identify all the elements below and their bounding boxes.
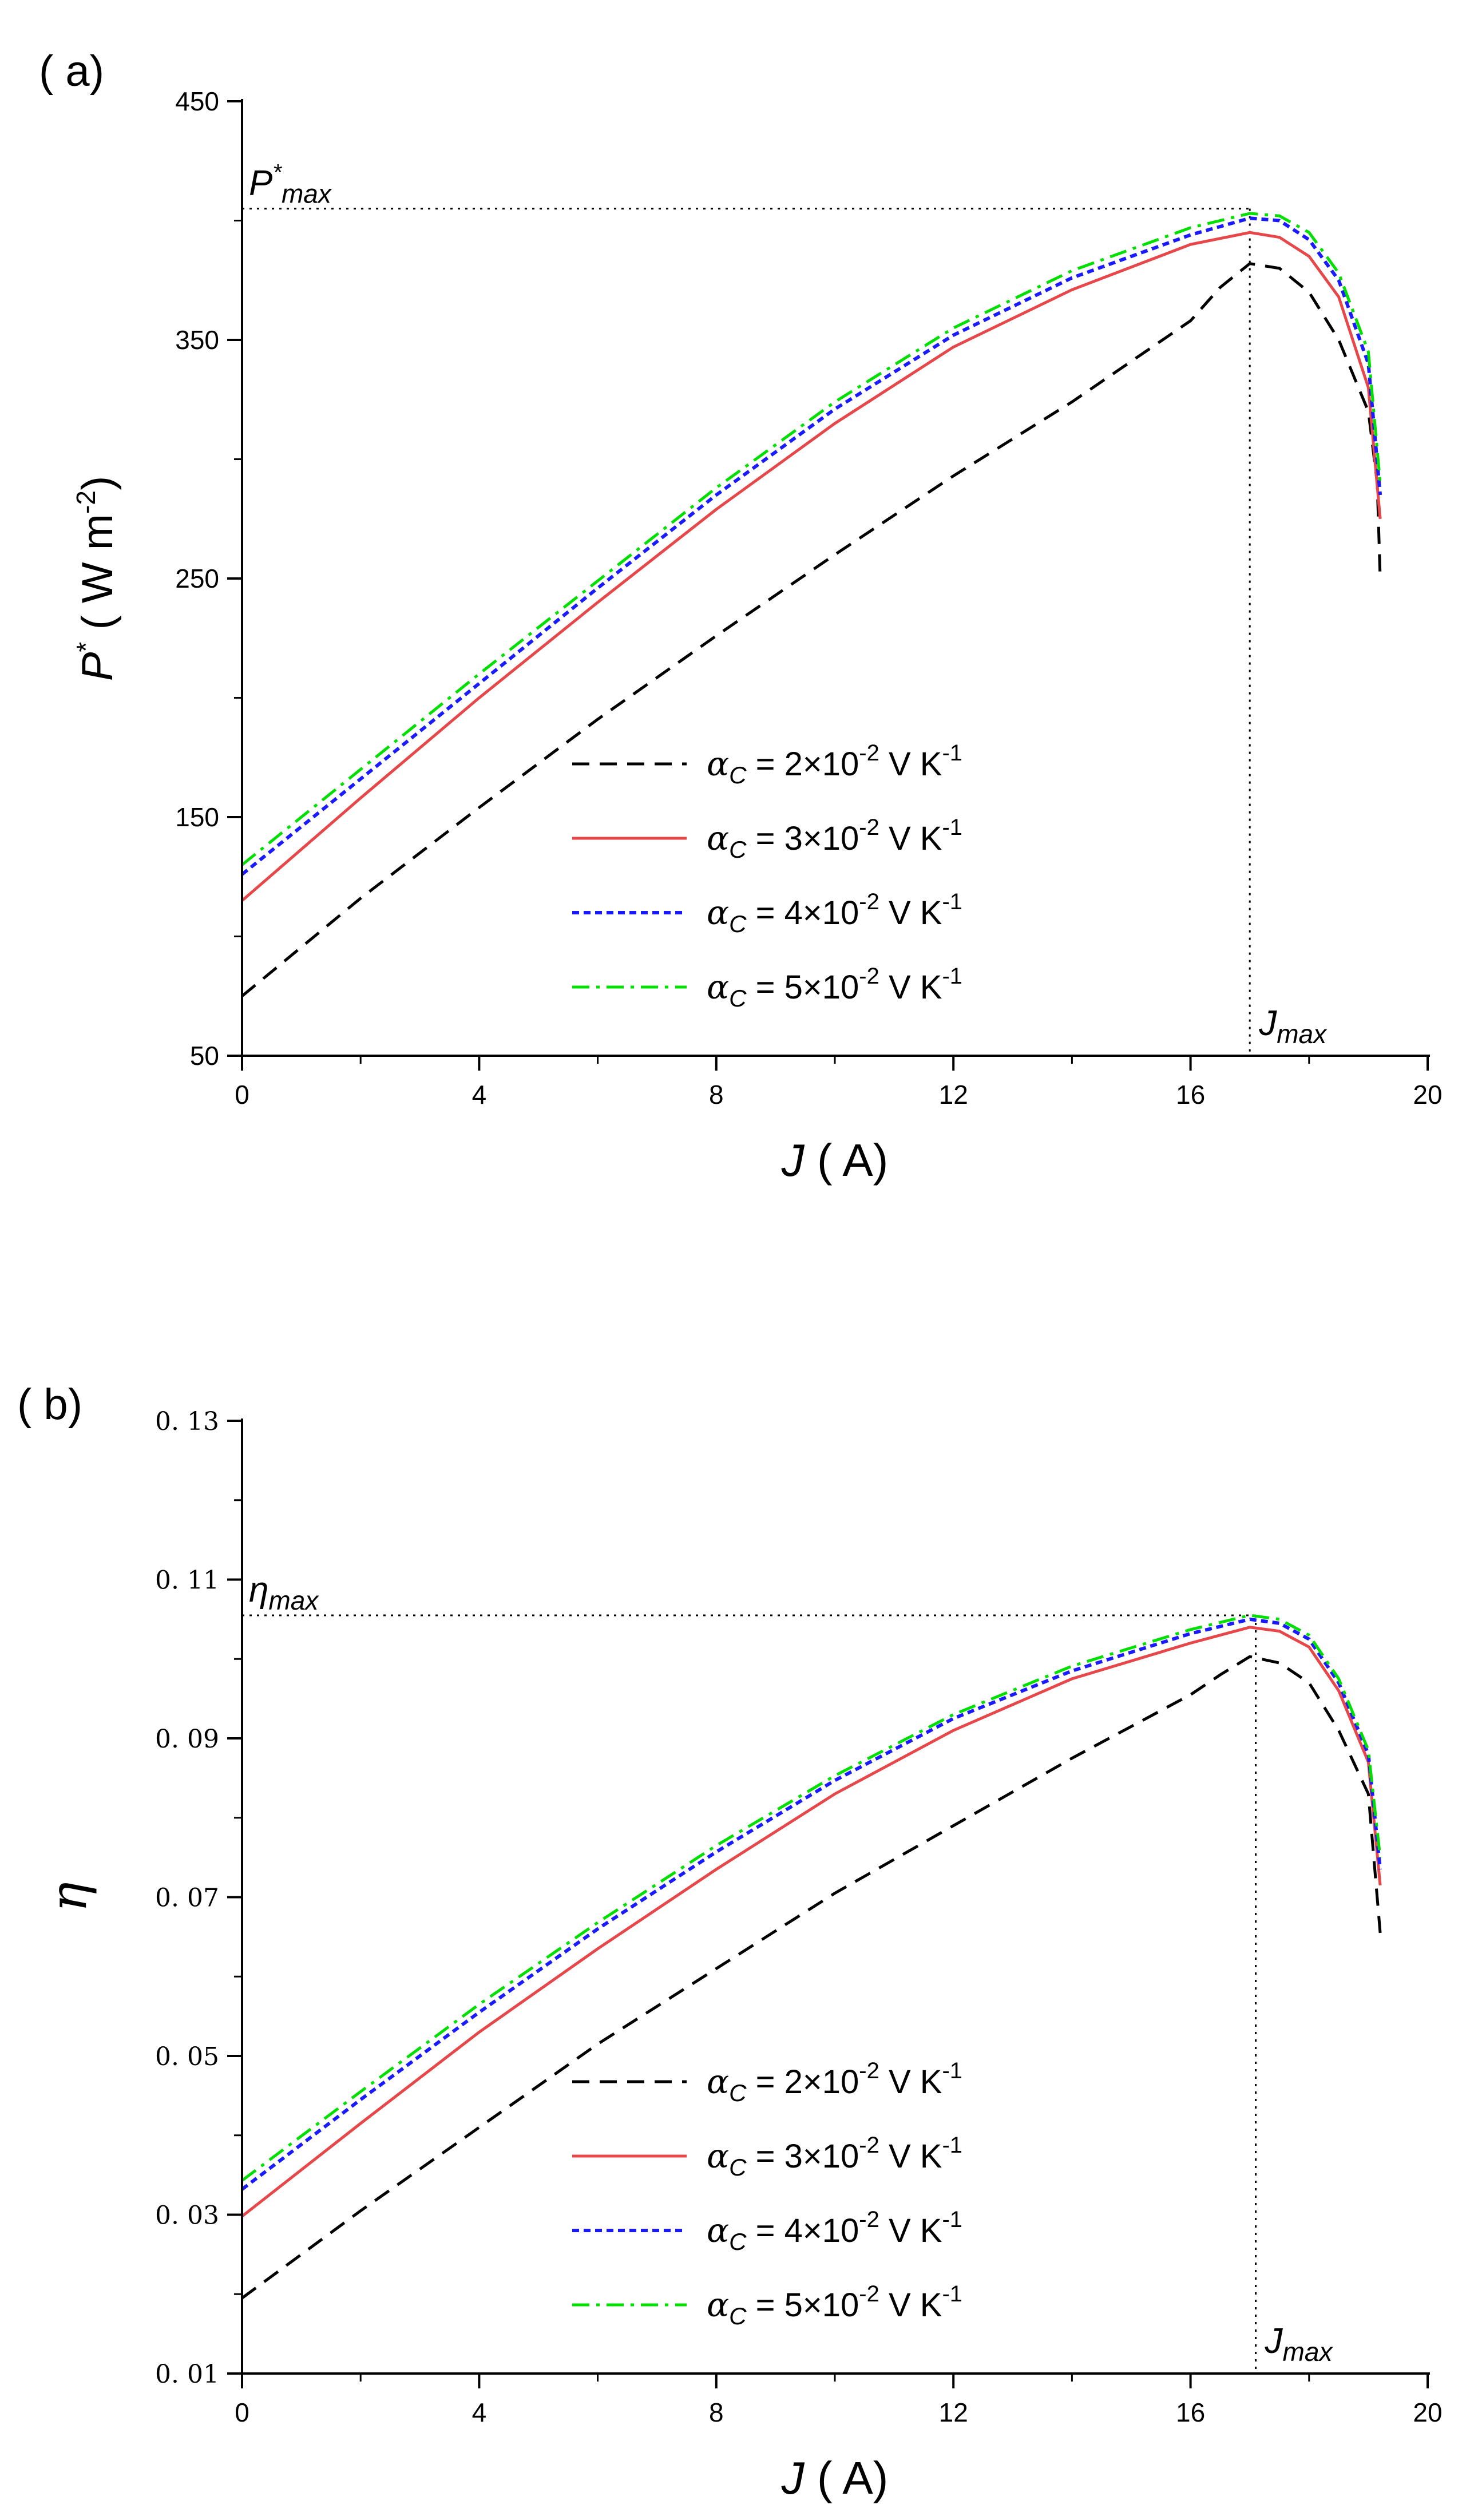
max-value-label: P*max [249,160,332,209]
y-tick-label: 0. 05 [155,2042,219,2071]
series-line-2e-2 [241,1655,1382,2300]
series-line-2e-2 [241,261,1382,997]
max-value-label: ηmax [249,1570,319,1615]
legend-entry-label: αC = 3×10-2 V K-1 [707,2133,962,2181]
legend-entry-label: αC = 5×10-2 V K-1 [707,964,962,1012]
y-tick-label: 0. 09 [155,1725,219,1754]
series-line-3e-2 [241,231,1382,902]
x-tick-label: 0 [235,1080,249,1110]
x-tick-label: 4 [472,1080,487,1110]
legend-entry-label: αC = 2×10-2 V K-1 [707,740,962,789]
x-tick-label: 20 [1413,2398,1442,2427]
y-tick-label: 50 [190,1041,219,1071]
x-tick-label: 20 [1413,1080,1442,1110]
panel-label: ( b) [17,1380,82,1429]
series-line-4e-2 [241,1617,1382,2191]
series-line-5e-2 [241,212,1382,866]
y-tick-label: 150 [175,802,219,832]
legend-entry-label: αC = 4×10-2 V K-1 [707,2207,962,2255]
x-tick-label: 0 [235,2398,249,2427]
x-tick-label: 8 [709,2398,724,2427]
y-tick-label: 250 [175,564,219,593]
panel-label: ( a) [39,47,104,96]
x-axis-label: J ( A) [781,1135,889,1186]
legend-entry-label: αC = 3×10-2 V K-1 [707,815,962,863]
legend-entry-label: αC = 2×10-2 V K-1 [707,2058,962,2106]
panel-b: ( b) ηmax Jmax 0 4 8 12 16 20 0. 01 0. 03 0. 05 0. 0… [17,1380,1443,2503]
x-tick-label: 4 [472,2398,487,2427]
x-tick-label: 8 [709,1080,724,1110]
legend-entry-label: αC = 5×10-2 V K-1 [707,2281,962,2329]
max-current-label: Jmax [1258,1004,1328,1049]
y-tick-label: 0. 01 [155,2360,219,2389]
y-tick-label: 0. 07 [155,1884,219,1913]
y-tick-label: 450 [175,86,219,116]
x-tick-label: 12 [939,1080,968,1110]
x-tick-label: 16 [1176,1080,1205,1110]
y-tick-label: 0. 03 [155,2201,219,2230]
panel-a: ( a) P*max Jmax 0 4 8 12 16 20 50 150 250 350 450 J ( … [39,47,1443,1186]
y-tick-label: 0. 11 [155,1566,219,1595]
series-line-3e-2 [241,1626,1382,2218]
x-tick-label: 16 [1176,2398,1205,2427]
max-current-label: Jmax [1265,2321,1334,2367]
series-line-4e-2 [241,216,1382,876]
y-tick-label: 0. 13 [155,1407,219,1436]
x-axis-label: J ( A) [781,2452,889,2503]
y-tick-label: 350 [175,325,219,355]
series-line-5e-2 [241,1614,1382,2182]
y-axis-label: η [39,1882,98,1912]
x-tick-label: 12 [939,2398,968,2427]
legend-entry-label: αC = 4×10-2 V K-1 [707,889,962,937]
y-axis-label: P* ( W m-2) [71,476,122,681]
